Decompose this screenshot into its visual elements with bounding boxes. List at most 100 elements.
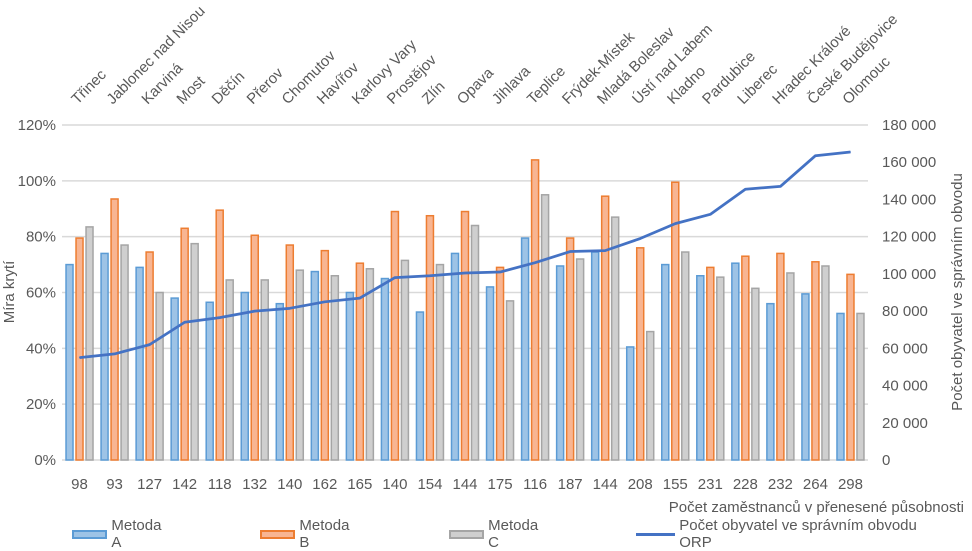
population-point — [499, 271, 501, 273]
bar-metoda-b — [635, 247, 645, 461]
x-tick-label: 144 — [452, 476, 477, 493]
bar-metoda-b — [180, 227, 189, 461]
y-tick-label: 20% — [26, 396, 56, 413]
population-point — [184, 321, 186, 323]
population-point — [254, 310, 256, 312]
x-tick-label: 298 — [838, 476, 863, 493]
bar-metoda-b — [600, 195, 610, 461]
bar-metoda-b — [846, 273, 855, 461]
y-axis-title: Míra krytí — [1, 260, 18, 323]
bars — [65, 159, 865, 461]
bar-metoda-a — [836, 312, 845, 461]
bar-metoda-c — [225, 279, 234, 461]
bar-metoda-c — [751, 287, 760, 461]
bar-metoda-a — [275, 302, 285, 461]
x-tick-label: 142 — [172, 476, 197, 493]
x-tick-label: 165 — [347, 476, 372, 493]
y2-tick-label: 160 000 — [882, 154, 936, 171]
legend-item-metoda-b: Metoda B — [259, 517, 359, 551]
bar-metoda-b — [811, 261, 820, 461]
population-point — [569, 251, 571, 253]
population-point — [149, 344, 151, 346]
bar-metoda-a — [205, 301, 214, 461]
population-point — [324, 301, 326, 303]
population-point — [289, 307, 291, 309]
population-point — [534, 262, 536, 264]
city-label: Třinec — [68, 66, 110, 108]
x-tick-label: 187 — [558, 476, 583, 493]
bar-metoda-b — [390, 210, 400, 461]
bar-metoda-c — [400, 259, 410, 461]
bar-metoda-b — [320, 249, 330, 461]
bar-metoda-b — [776, 252, 785, 461]
city-label: Jihlava — [489, 62, 535, 108]
x-tick-label: 162 — [312, 476, 337, 493]
x-tick-label: 231 — [698, 476, 723, 493]
population-point — [464, 272, 466, 274]
y-tick-label: 120% — [18, 117, 56, 134]
x-tick-label: 132 — [242, 476, 267, 493]
city-label: Teplice — [524, 63, 569, 108]
y2-axis-title: Počet obyvatel ve správním obvodu — [949, 173, 966, 411]
legend-label: Metoda B — [299, 517, 350, 551]
bar-metoda-c — [85, 226, 94, 461]
legend-swatch-population — [636, 532, 676, 536]
bar-metoda-b — [460, 210, 470, 461]
y2-tick-label: 140 000 — [882, 191, 936, 208]
bar-metoda-c — [190, 242, 199, 461]
population-point — [359, 297, 361, 299]
bar-metoda-a — [625, 346, 635, 461]
x-tick-label: 127 — [137, 476, 162, 493]
legend-label: Počet obyvatel ve správním obvodu ORP — [679, 517, 917, 551]
y-tick-label: 60% — [26, 285, 56, 302]
population-point — [114, 353, 116, 355]
legend-label: Metoda C — [488, 517, 539, 551]
x-tick-label: 175 — [488, 476, 513, 493]
bar-metoda-a — [485, 286, 495, 461]
y-axis-left: 0% 20% 40% 60% 80% 100% 120% — [18, 117, 56, 469]
bar-metoda-b — [145, 251, 154, 461]
y2-tick-label: 0 — [882, 452, 890, 469]
legend: Metoda A Metoda B Metoda C Počet obyvate… — [72, 517, 972, 551]
x-tick-label: 208 — [628, 476, 653, 493]
city-label: Zlín — [419, 78, 449, 108]
legend-swatch-metoda-b — [259, 529, 296, 539]
y2-tick-label: 100 000 — [882, 266, 936, 283]
city-label: Opava — [454, 64, 498, 108]
bar-metoda-a — [520, 237, 530, 461]
bar-metoda-a — [240, 291, 249, 461]
y2-tick-label: 60 000 — [882, 340, 928, 357]
population-point — [394, 277, 396, 279]
bar-metoda-b — [530, 159, 540, 461]
y-tick-label: 40% — [26, 340, 56, 357]
y-tick-label: 0% — [34, 452, 56, 469]
bar-metoda-b — [110, 198, 119, 461]
bar-metoda-a — [555, 265, 565, 461]
bar-metoda-c — [295, 269, 305, 461]
bar-metoda-a — [345, 291, 355, 461]
population-point — [779, 185, 781, 187]
legend-swatch-metoda-a — [72, 529, 108, 539]
population-point — [709, 213, 711, 215]
bar-metoda-b — [495, 266, 505, 461]
x-tick-label: 155 — [663, 476, 688, 493]
x-tick-label: 116 — [523, 476, 547, 493]
population-line — [79, 150, 851, 360]
bar-metoda-c — [681, 251, 690, 461]
x-tick-label: 140 — [277, 476, 302, 493]
bar-metoda-c — [610, 216, 620, 461]
city-label: Přerov — [244, 64, 288, 108]
population-point — [79, 357, 81, 359]
bar-metoda-c — [786, 272, 795, 461]
x-tick-label: 98 — [71, 476, 88, 493]
bar-metoda-a — [380, 277, 390, 461]
city-label: Děčín — [209, 68, 249, 108]
population-point — [814, 155, 816, 157]
x-tick-label: 232 — [768, 476, 793, 493]
bar-metoda-c — [155, 291, 164, 461]
legend-swatch-metoda-c — [448, 529, 485, 539]
bar-metoda-b — [565, 237, 575, 461]
population-point — [744, 188, 746, 190]
